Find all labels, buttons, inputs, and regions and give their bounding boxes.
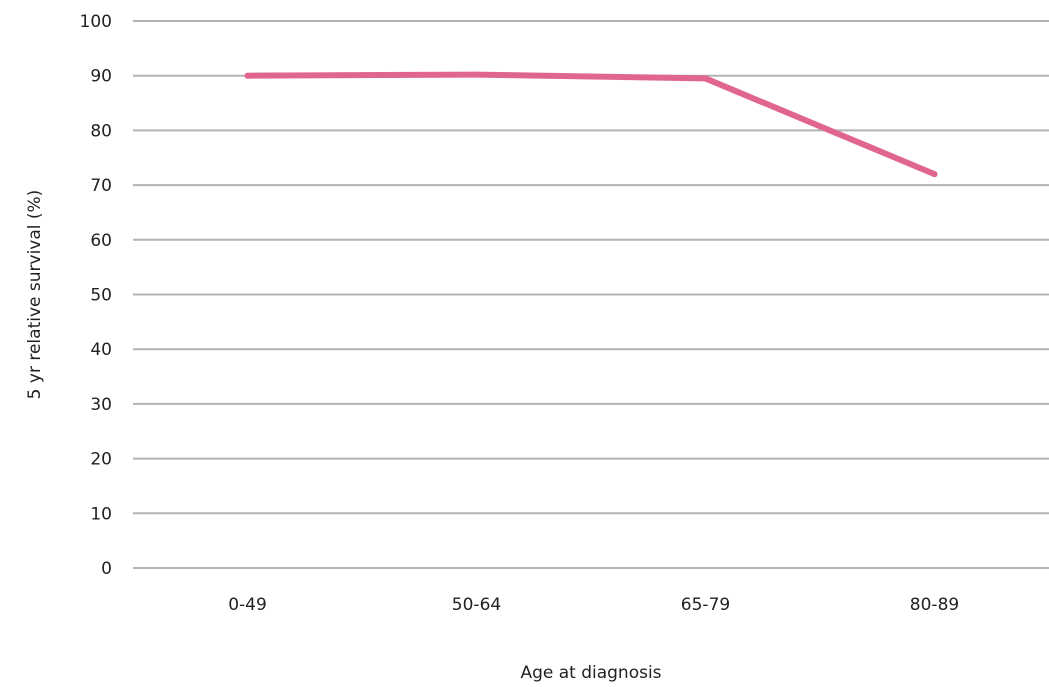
x-tick-label: 80-89	[910, 595, 959, 615]
y-tick-label: 70	[90, 176, 112, 196]
y-tick-label: 30	[90, 395, 112, 415]
x-tick-label: 0-49	[228, 595, 267, 615]
x-tick-label: 50-64	[452, 595, 501, 615]
data-point	[244, 72, 251, 79]
y-tick-label: 60	[90, 231, 112, 251]
series-layer	[244, 71, 938, 178]
y-tick-label: 10	[90, 504, 112, 524]
y-axis-tick-labels: 0 10 20 30 40 50 60 70 80 90 100	[80, 12, 112, 579]
data-point	[702, 75, 709, 82]
series-line	[244, 71, 938, 178]
x-axis-tick-labels: 0-49 50-64 65-79 80-89	[228, 595, 959, 615]
y-tick-label: 40	[90, 340, 112, 360]
x-axis-title: Age at diagnosis	[520, 663, 661, 683]
data-point	[931, 171, 938, 178]
data-point	[473, 71, 480, 78]
gridlines	[133, 20, 1049, 569]
y-tick-label: 0	[101, 559, 112, 579]
y-tick-label: 90	[90, 67, 112, 87]
x-tick-label: 65-79	[681, 595, 730, 615]
y-axis-title: 5 yr relative survival (%)	[25, 190, 45, 400]
y-tick-label: 50	[90, 286, 112, 306]
y-tick-label: 20	[90, 450, 112, 470]
y-tick-label: 100	[80, 12, 112, 32]
y-tick-label: 80	[90, 121, 112, 141]
